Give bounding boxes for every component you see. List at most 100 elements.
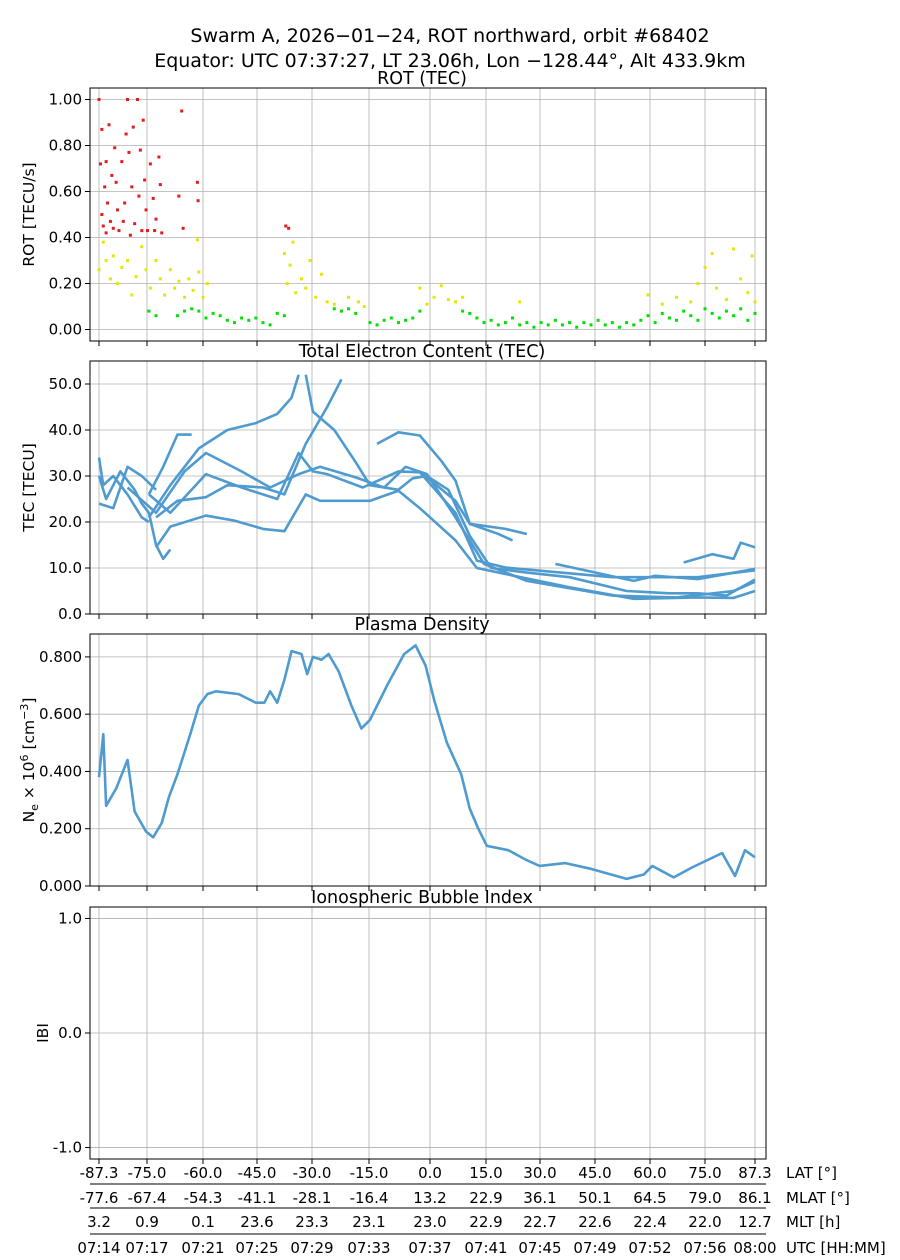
rot-point <box>710 311 714 315</box>
rot-point <box>201 295 205 299</box>
rot-point <box>332 307 336 311</box>
x-tick-label: 22.9 <box>469 1189 502 1207</box>
rot-point <box>532 325 536 329</box>
rot-point <box>108 277 112 281</box>
rot-point <box>287 226 291 230</box>
rot-point <box>325 300 329 304</box>
x-tick-label: 07:56 <box>683 1239 726 1257</box>
rot-point <box>101 224 105 228</box>
x-tick-label: 22.7 <box>523 1213 556 1231</box>
rot-point <box>126 98 130 101</box>
y-axis-label-part: −3 <box>18 704 31 720</box>
rot-point <box>240 316 244 320</box>
rot-point <box>746 291 750 295</box>
rot-point <box>632 323 636 327</box>
rot-point <box>404 318 408 322</box>
y-axis-label: Ne × 106 [cm−3] <box>18 698 41 823</box>
rot-point <box>134 275 138 279</box>
rot-point <box>575 325 579 329</box>
rot-point <box>154 217 158 221</box>
rot-point <box>197 270 201 274</box>
rot-point <box>753 311 757 315</box>
x-tick-label: 0.9 <box>135 1213 159 1231</box>
y-tick-label: 0.80 <box>49 137 82 155</box>
x-tick-label: 15.0 <box>469 1164 502 1182</box>
rot-point <box>116 208 120 212</box>
rot-point <box>332 302 336 306</box>
rot-point <box>128 233 132 237</box>
rot-point <box>120 265 124 269</box>
rot-point <box>689 314 693 318</box>
rot-point <box>639 318 643 322</box>
rot-point <box>496 323 500 327</box>
y-tick-label: 0.200 <box>39 820 82 838</box>
y-tick-label: 0.40 <box>49 229 82 247</box>
x-tick-label: 07:33 <box>347 1239 390 1257</box>
rot-point <box>183 309 187 313</box>
y-tick-label: 0.20 <box>49 275 82 293</box>
rot-point <box>147 309 151 313</box>
x-axis-row-1: -87.3 -75.0 -60.0 -45.0 -30.0 -15.0 0.0 15.0 30.… <box>80 1164 837 1182</box>
rot-point <box>120 160 124 164</box>
rot-point <box>439 284 443 288</box>
rot-point <box>299 277 303 281</box>
rot-point <box>553 318 557 322</box>
rot-point <box>157 155 161 159</box>
rot-point <box>291 240 295 244</box>
plot-frame <box>89 87 767 342</box>
rot-point <box>732 314 736 318</box>
rot-point <box>153 229 157 233</box>
rot-point <box>268 323 272 327</box>
x-tick-label: 07:52 <box>628 1239 671 1257</box>
rot-point <box>180 109 184 113</box>
rot-point <box>151 196 155 200</box>
rot-point <box>304 286 308 290</box>
rot-point <box>617 325 621 329</box>
rot-point <box>696 318 700 322</box>
x-tick-label: 13.2 <box>413 1189 446 1207</box>
rot-point <box>111 254 115 258</box>
y-axis-label-part: ] <box>20 698 38 704</box>
rot-point <box>275 311 279 315</box>
x-tick-label: 36.1 <box>523 1189 556 1207</box>
rot-point <box>696 282 700 285</box>
y-tick-label: 1.0 <box>58 909 82 927</box>
rot-point <box>148 286 152 290</box>
x-tick-label: 12.7 <box>738 1213 771 1231</box>
y-tick-label: 0.600 <box>39 705 82 723</box>
tec-arc-line <box>97 457 150 524</box>
y-axis-label-part: [cm <box>20 720 38 755</box>
x-tick-label: 75.0 <box>688 1164 721 1182</box>
x-tick-label: 07:25 <box>235 1239 278 1257</box>
plot-frame <box>89 906 767 1160</box>
rot-point <box>160 231 164 235</box>
rot-point <box>121 219 125 223</box>
y-axis-label-part: N <box>20 811 38 823</box>
x-tick-label: 50.1 <box>578 1189 611 1207</box>
x-tick-label: 07:21 <box>181 1239 224 1257</box>
rot-point <box>319 272 323 276</box>
rot-point <box>689 300 693 304</box>
rot-point <box>104 160 108 164</box>
rot-point <box>354 311 358 315</box>
rot-point <box>347 307 351 311</box>
rot-point <box>133 222 137 226</box>
rot-point <box>136 98 140 101</box>
rot-point <box>177 279 181 283</box>
x-tick-label: -77.6 <box>80 1189 119 1207</box>
rot-point <box>560 323 564 327</box>
x-tick-label: 07:14 <box>77 1239 120 1257</box>
x-tick-label: -41.1 <box>238 1189 277 1207</box>
tec-arc-line <box>304 374 756 597</box>
rot-point <box>539 321 543 325</box>
x-tick-label: -28.1 <box>293 1189 332 1207</box>
x-tick-label: 3.2 <box>87 1213 111 1231</box>
rot-point <box>418 309 422 313</box>
rot-point <box>100 213 104 216</box>
x-tick-label: 08:00 <box>733 1239 776 1257</box>
rot-point <box>625 321 629 325</box>
rot-point <box>97 98 101 101</box>
y-tick-label: 0.800 <box>39 648 82 666</box>
x-tick-label: -16.4 <box>350 1189 389 1207</box>
